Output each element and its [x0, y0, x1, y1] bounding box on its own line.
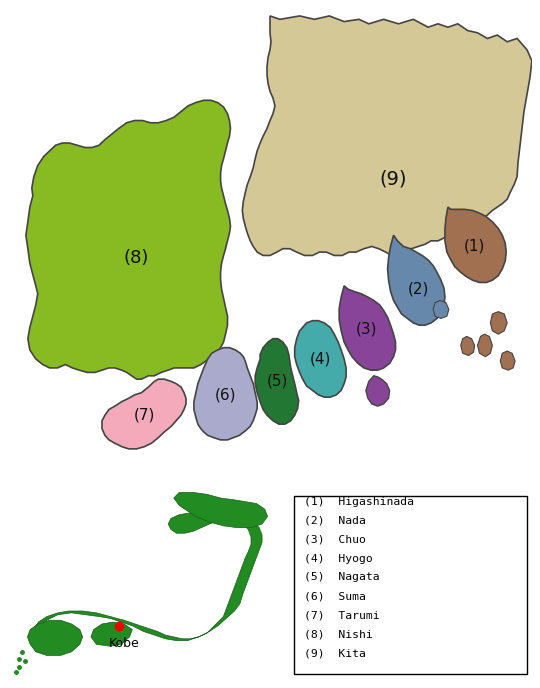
Polygon shape [255, 338, 299, 424]
Text: (5): (5) [267, 374, 288, 389]
Text: (4): (4) [310, 352, 331, 367]
Text: (1): (1) [464, 239, 485, 254]
Polygon shape [388, 235, 445, 325]
Text: (1)  Higashinada: (1) Higashinada [304, 497, 414, 507]
Polygon shape [490, 312, 507, 334]
Text: Kobe: Kobe [109, 637, 139, 650]
Text: (5)  Nagata: (5) Nagata [304, 572, 380, 583]
Polygon shape [339, 286, 395, 370]
Polygon shape [26, 100, 231, 379]
Text: (9)  Kita: (9) Kita [304, 648, 366, 658]
Polygon shape [445, 207, 506, 283]
Polygon shape [366, 376, 389, 406]
Text: (8)  Nishi: (8) Nishi [304, 630, 373, 639]
Polygon shape [295, 321, 346, 397]
FancyBboxPatch shape [294, 496, 527, 674]
Text: (3): (3) [356, 321, 377, 336]
Text: (3)  Chuo: (3) Chuo [304, 535, 366, 545]
Polygon shape [194, 347, 257, 440]
Polygon shape [102, 379, 186, 449]
Text: (2): (2) [408, 281, 429, 297]
Text: (8): (8) [124, 248, 149, 267]
Polygon shape [242, 16, 532, 255]
Polygon shape [433, 301, 449, 319]
Text: (6)  Suma: (6) Suma [304, 592, 366, 601]
Polygon shape [174, 493, 267, 528]
Polygon shape [461, 336, 475, 356]
Text: (7): (7) [134, 407, 155, 422]
Polygon shape [33, 513, 262, 645]
Polygon shape [28, 621, 83, 656]
Text: (6): (6) [215, 387, 237, 402]
Text: (4)  Hyogo: (4) Hyogo [304, 554, 373, 563]
Polygon shape [500, 351, 515, 370]
Polygon shape [91, 622, 132, 646]
Text: (7)  Tarumi: (7) Tarumi [304, 610, 380, 621]
Polygon shape [477, 334, 492, 356]
Text: (9): (9) [380, 169, 407, 189]
Text: (2)  Nada: (2) Nada [304, 516, 366, 526]
